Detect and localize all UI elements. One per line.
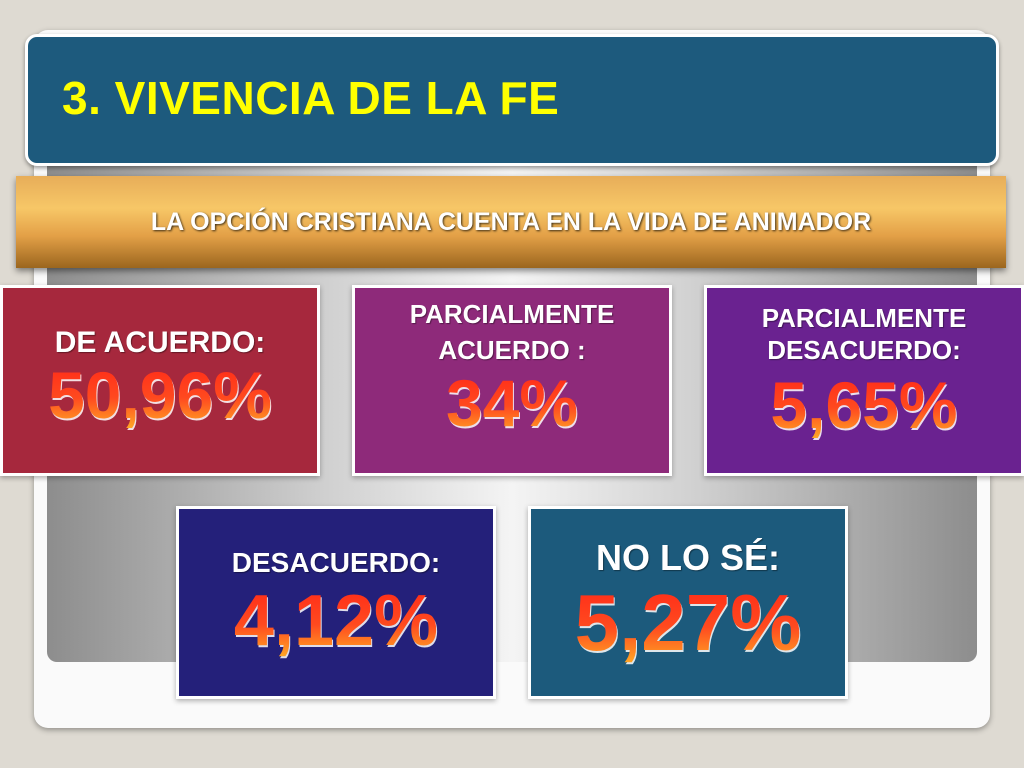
stat-box-parcialmente-desacuerdo: PARCIALMENTE DESACUERDO: 5,65%: [704, 285, 1024, 476]
stat-value: 50,96%: [3, 362, 317, 428]
slide-title: 3. VIVENCIA DE LA FE: [62, 72, 560, 124]
stat-label: PARCIALMENTE ACUERDO :: [409, 299, 615, 365]
stat-value: 34%: [355, 370, 669, 436]
slide-subtitle: LA OPCIÓN CRISTIANA CUENTA EN LA VIDA DE…: [150, 208, 872, 236]
subtitle-banner: LA OPCIÓN CRISTIANA CUENTA EN LA VIDA DE…: [16, 176, 1006, 268]
stat-value: 5,27%: [531, 583, 845, 663]
stat-box-desacuerdo: DESACUERDO: 4,12%: [176, 506, 496, 699]
stat-box-de-acuerdo: DE ACUERDO: 50,96%: [0, 285, 320, 476]
title-bar: 3. VIVENCIA DE LA FE: [25, 34, 999, 166]
stat-box-no-lo-se: NO LO SÉ: 5,27%: [528, 506, 848, 699]
stat-box-parcialmente-acuerdo: PARCIALMENTE ACUERDO : 34%: [352, 285, 672, 476]
stat-label: DE ACUERDO:: [54, 326, 266, 359]
stat-label: PARCIALMENTE DESACUERDO:: [761, 303, 967, 365]
stat-value: 5,65%: [707, 372, 1021, 438]
stat-value: 4,12%: [179, 585, 493, 657]
stat-label: NO LO SÉ:: [595, 537, 780, 578]
stat-label: DESACUERDO:: [231, 547, 441, 578]
